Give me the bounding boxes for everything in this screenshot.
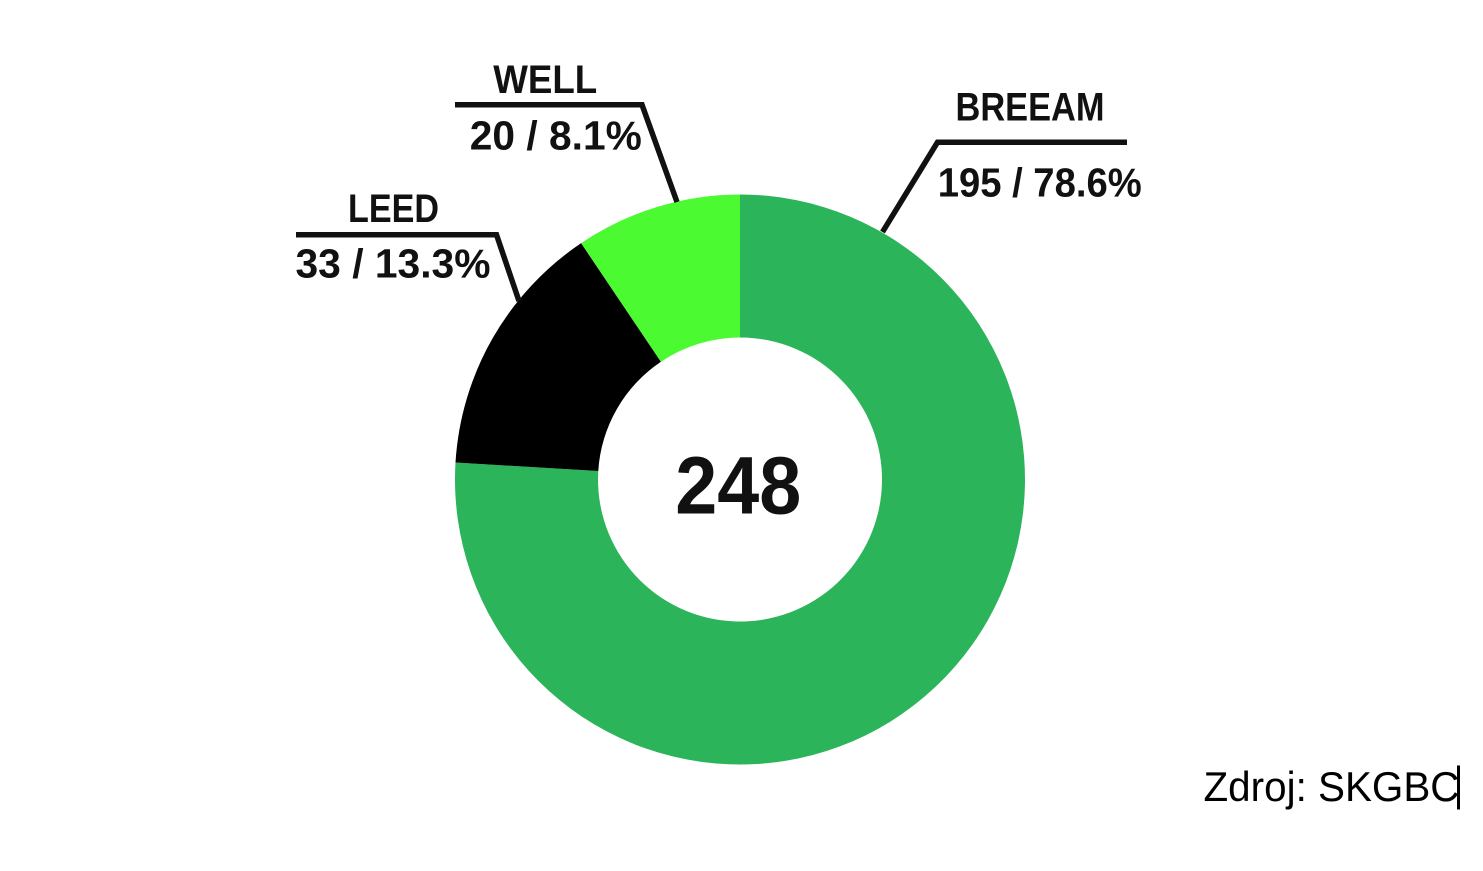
svg-text:33 / 13.3%: 33 / 13.3% <box>296 241 491 287</box>
svg-text:LEED: LEED <box>348 187 439 231</box>
svg-text:20 / 8.1%: 20 / 8.1% <box>470 112 642 158</box>
svg-text:248: 248 <box>675 441 801 532</box>
svg-text:Zdroj: SKGBC: Zdroj: SKGBC <box>1204 763 1460 810</box>
svg-text:195 / 78.6%: 195 / 78.6% <box>938 159 1142 205</box>
svg-text:WELL: WELL <box>493 58 597 102</box>
svg-text:BREEAM: BREEAM <box>956 86 1105 130</box>
